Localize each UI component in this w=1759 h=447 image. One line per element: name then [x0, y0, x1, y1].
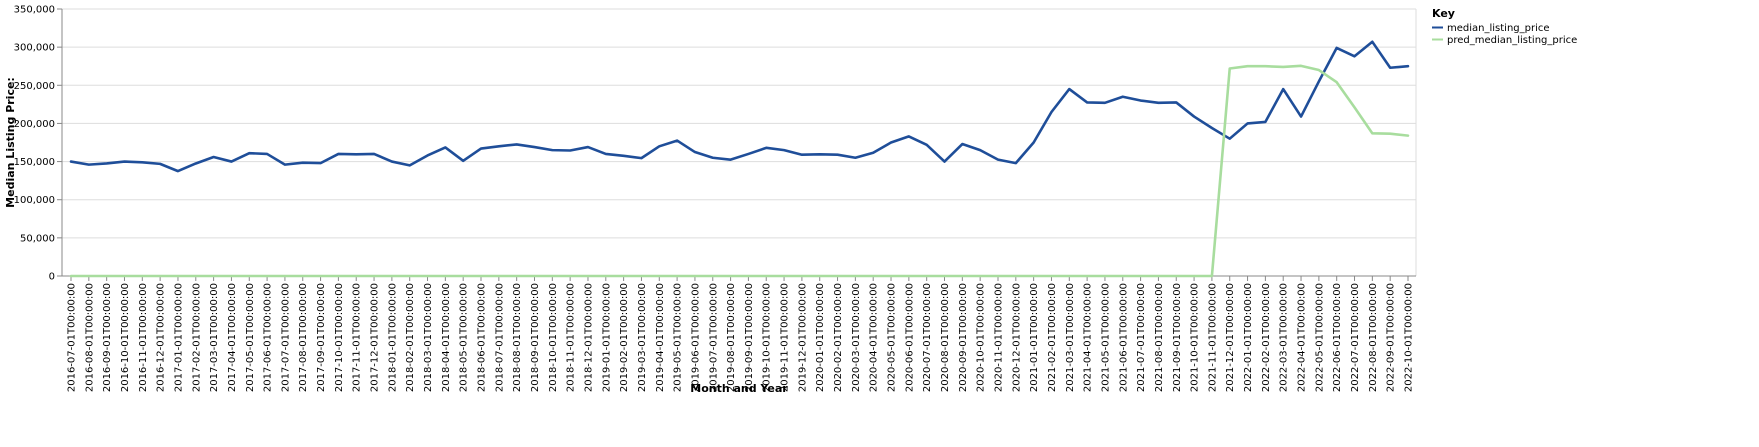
- x-tick-label: 2019-10-01T00:00:00: [762, 283, 773, 392]
- x-tick-label: 2017-09-01T00:00:00: [316, 283, 327, 392]
- x-tick-label: 2017-04-01T00:00:00: [227, 283, 238, 392]
- x-tick-label: 2020-12-01T00:00:00: [1011, 283, 1022, 392]
- series-lines: [69, 40, 1410, 278]
- x-tick-label: 2016-08-01T00:00:00: [84, 283, 95, 392]
- x-tick-label: 2017-05-01T00:00:00: [245, 283, 256, 392]
- x-tick-label: 2017-03-01T00:00:00: [209, 283, 220, 392]
- x-tick-label: 2021-08-01T00:00:00: [1154, 283, 1165, 392]
- x-tick-label: 2022-08-01T00:00:00: [1368, 283, 1379, 392]
- x-tick-label: 2019-01-01T00:00:00: [601, 283, 612, 392]
- y-axis-title: Median Listing Price:: [4, 77, 17, 208]
- x-tick-label: 2020-10-01T00:00:00: [976, 283, 987, 392]
- x-axis-title: Month and Year: [690, 382, 788, 395]
- x-tick-label: 2018-07-01T00:00:00: [494, 283, 505, 392]
- x-tick-label: 2017-02-01T00:00:00: [191, 283, 202, 392]
- x-tick-label: 2021-09-01T00:00:00: [1172, 283, 1183, 392]
- x-tick-label: 2022-05-01T00:00:00: [1314, 283, 1325, 392]
- y-tick-label: 50,000: [20, 233, 55, 244]
- x-tick-label: 2022-07-01T00:00:00: [1350, 283, 1361, 392]
- x-tick-label: 2022-04-01T00:00:00: [1297, 283, 1308, 392]
- x-tick-label: 2021-03-01T00:00:00: [1065, 283, 1076, 392]
- x-tick-label: 2021-06-01T00:00:00: [1118, 283, 1129, 392]
- x-tick-label: 2020-02-01T00:00:00: [833, 283, 844, 392]
- x-tick-label: 2020-06-01T00:00:00: [904, 283, 915, 392]
- legend-label-median_listing_price: median_listing_price: [1447, 23, 1550, 34]
- x-tick-label: 2019-09-01T00:00:00: [744, 283, 755, 392]
- x-tick-label: 2021-01-01T00:00:00: [1029, 283, 1040, 392]
- x-tick-label: 2018-06-01T00:00:00: [477, 283, 488, 392]
- x-tick-label: 2019-06-01T00:00:00: [690, 283, 701, 392]
- x-tick-label: 2017-10-01T00:00:00: [334, 283, 345, 392]
- x-tick-label: 2017-06-01T00:00:00: [263, 283, 274, 392]
- x-tick-label: 2017-01-01T00:00:00: [173, 283, 184, 392]
- x-tick-label: 2018-10-01T00:00:00: [548, 283, 559, 392]
- y-tick-label: 300,000: [14, 43, 55, 54]
- grid-lines: [62, 8, 1417, 277]
- x-tick-label: 2019-12-01T00:00:00: [797, 283, 808, 392]
- legend-label-pred_median_listing_price: pred_median_listing_price: [1447, 35, 1577, 46]
- y-tick-label: 200,000: [14, 119, 55, 130]
- x-tick-label: 2020-11-01T00:00:00: [993, 283, 1004, 392]
- x-tick-label: 2020-09-01T00:00:00: [958, 283, 969, 392]
- x-tick-label: 2019-05-01T00:00:00: [673, 283, 684, 392]
- x-tick-label: 2021-11-01T00:00:00: [1207, 283, 1218, 392]
- x-tick-label: 2018-05-01T00:00:00: [459, 283, 470, 392]
- legend: Key median_listing_pricepred_median_list…: [1432, 7, 1577, 46]
- x-tick-label: 2019-02-01T00:00:00: [619, 283, 630, 392]
- x-tick-label: 2020-05-01T00:00:00: [887, 283, 898, 392]
- axes: 0 50,000 100,000 150,000 200,000 250,000 300,0…: [14, 5, 1416, 392]
- y-tick-label: 250,000: [14, 81, 55, 92]
- x-tick-label: 2018-04-01T00:00:00: [441, 283, 452, 392]
- x-tick-label: 2016-12-01T00:00:00: [156, 283, 167, 392]
- x-tick-label: 2021-12-01T00:00:00: [1225, 283, 1236, 392]
- x-tick-label: 2022-09-01T00:00:00: [1386, 283, 1397, 392]
- x-tick-label: 2022-10-01T00:00:00: [1404, 283, 1415, 392]
- x-tick-label: 2018-09-01T00:00:00: [530, 283, 541, 392]
- x-tick-label: 2022-06-01T00:00:00: [1332, 283, 1343, 392]
- x-tick-label: 2021-07-01T00:00:00: [1136, 283, 1147, 392]
- x-tick-label: 2018-12-01T00:00:00: [583, 283, 594, 392]
- x-tick-label: 2022-01-01T00:00:00: [1243, 283, 1254, 392]
- x-tick-label: 2021-02-01T00:00:00: [1047, 283, 1058, 392]
- x-tick-label: 2019-08-01T00:00:00: [726, 283, 737, 392]
- x-tick-label: 2021-05-01T00:00:00: [1100, 283, 1111, 392]
- x-tick-label: 2020-04-01T00:00:00: [869, 283, 880, 392]
- series-line-median_listing_price: [69, 40, 1410, 173]
- x-tick-label: 2020-07-01T00:00:00: [922, 283, 933, 392]
- x-tick-label: 2020-08-01T00:00:00: [940, 283, 951, 392]
- x-tick-label: 2016-10-01T00:00:00: [120, 283, 131, 392]
- x-tick-label: 2021-04-01T00:00:00: [1083, 283, 1094, 392]
- x-tick-label: 2019-11-01T00:00:00: [780, 283, 791, 392]
- series-line-pred_median_listing_price: [69, 64, 1410, 278]
- x-tick-label: 2018-08-01T00:00:00: [512, 283, 523, 392]
- x-tick-label: 2021-10-01T00:00:00: [1190, 283, 1201, 392]
- y-tick-label: 350,000: [14, 5, 55, 16]
- x-tick-label: 2017-07-01T00:00:00: [280, 283, 291, 392]
- x-tick-label: 2018-01-01T00:00:00: [387, 283, 398, 392]
- x-tick-label: 2016-07-01T00:00:00: [67, 283, 78, 392]
- x-tick-label: 2018-03-01T00:00:00: [423, 283, 434, 392]
- x-tick-label: 2017-11-01T00:00:00: [352, 283, 363, 392]
- x-tick-label: 2017-08-01T00:00:00: [298, 283, 309, 392]
- x-tick-label: 2016-09-01T00:00:00: [102, 283, 113, 392]
- x-tick-label: 2019-07-01T00:00:00: [708, 283, 719, 392]
- x-tick-label: 2022-03-01T00:00:00: [1279, 283, 1290, 392]
- y-tick-label: 100,000: [14, 195, 55, 206]
- x-tick-label: 2018-02-01T00:00:00: [405, 283, 416, 392]
- y-tick-label: 150,000: [14, 157, 55, 168]
- x-tick-label: 2020-01-01T00:00:00: [815, 283, 826, 392]
- x-tick-label: 2022-02-01T00:00:00: [1261, 283, 1272, 392]
- x-tick-label: 2017-12-01T00:00:00: [370, 283, 381, 392]
- x-tick-label: 2020-03-01T00:00:00: [851, 283, 862, 392]
- x-tick-label: 2019-04-01T00:00:00: [655, 283, 666, 392]
- x-tick-label: 2019-03-01T00:00:00: [637, 283, 648, 392]
- x-tick-label: 2016-11-01T00:00:00: [138, 283, 149, 392]
- y-tick-label: 0: [49, 272, 55, 283]
- x-tick-label: 2018-11-01T00:00:00: [566, 283, 577, 392]
- legend-title: Key: [1432, 7, 1455, 20]
